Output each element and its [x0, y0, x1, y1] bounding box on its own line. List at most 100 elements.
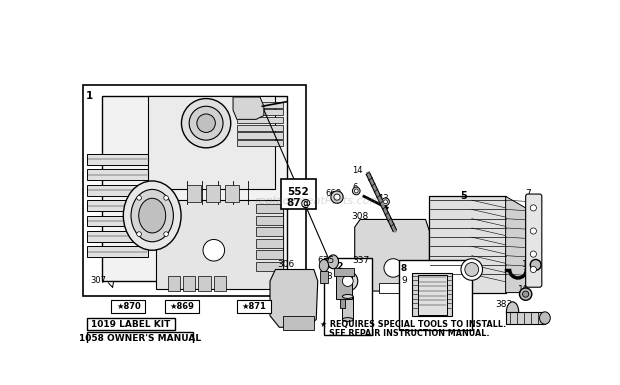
Circle shape — [523, 291, 529, 297]
Bar — [379, 283, 402, 293]
Bar — [225, 185, 239, 202]
Circle shape — [137, 196, 141, 200]
Text: 6: 6 — [352, 183, 358, 192]
Circle shape — [354, 189, 358, 193]
Text: 383: 383 — [495, 300, 512, 309]
Circle shape — [382, 198, 389, 206]
Text: 635: 635 — [317, 256, 335, 264]
Circle shape — [137, 232, 141, 236]
Ellipse shape — [342, 295, 353, 298]
Bar — [87, 332, 193, 344]
Bar — [87, 154, 148, 165]
Bar — [102, 96, 287, 281]
Text: 306: 306 — [278, 260, 295, 269]
FancyBboxPatch shape — [334, 268, 354, 276]
Ellipse shape — [539, 312, 551, 324]
Bar — [399, 260, 472, 330]
Text: 14: 14 — [352, 166, 363, 174]
Bar — [340, 299, 345, 308]
Bar — [281, 179, 316, 209]
Bar — [256, 227, 283, 236]
Text: 9: 9 — [401, 276, 407, 285]
Ellipse shape — [131, 189, 174, 242]
Text: 11: 11 — [522, 260, 533, 269]
Text: 1019 LABEL KIT: 1019 LABEL KIT — [91, 320, 170, 329]
Ellipse shape — [507, 302, 519, 322]
Circle shape — [338, 271, 358, 291]
Bar — [206, 185, 220, 202]
Bar — [167, 276, 180, 291]
Circle shape — [331, 191, 343, 203]
Circle shape — [384, 259, 402, 277]
Polygon shape — [506, 196, 526, 293]
Bar — [342, 296, 353, 320]
Text: 552: 552 — [288, 187, 309, 197]
Text: ★870: ★870 — [116, 302, 141, 311]
Circle shape — [530, 228, 536, 234]
Bar — [336, 272, 352, 299]
Text: 5: 5 — [460, 191, 467, 201]
Bar — [237, 125, 283, 131]
Ellipse shape — [123, 181, 181, 250]
Bar — [87, 318, 175, 330]
Circle shape — [352, 187, 360, 195]
Bar — [183, 276, 195, 291]
Bar — [83, 85, 306, 296]
Bar — [214, 276, 226, 291]
Circle shape — [530, 266, 536, 273]
Circle shape — [530, 205, 536, 211]
Circle shape — [465, 263, 479, 276]
Ellipse shape — [328, 255, 339, 269]
Bar — [237, 102, 283, 108]
Text: 337: 337 — [352, 256, 370, 264]
Bar — [198, 276, 211, 291]
Bar — [87, 216, 148, 226]
Circle shape — [461, 259, 482, 280]
Bar — [237, 117, 283, 123]
Polygon shape — [233, 97, 264, 119]
Circle shape — [164, 232, 169, 236]
Bar — [237, 140, 283, 146]
Text: 8: 8 — [401, 264, 407, 273]
Circle shape — [530, 259, 541, 270]
Circle shape — [182, 99, 231, 148]
Circle shape — [530, 251, 536, 257]
Bar — [430, 196, 507, 293]
Text: 87@: 87@ — [286, 198, 311, 208]
Bar — [418, 275, 447, 315]
Text: replacementParts.com: replacementParts.com — [255, 196, 381, 206]
Circle shape — [203, 239, 224, 261]
Ellipse shape — [319, 259, 329, 272]
Bar — [256, 239, 283, 248]
Text: 1058 OWNER'S MANUAL: 1058 OWNER'S MANUAL — [79, 333, 201, 343]
Bar — [256, 262, 283, 271]
Text: ★871: ★871 — [241, 302, 266, 311]
Bar — [87, 169, 148, 180]
Bar — [148, 96, 275, 189]
Bar — [87, 231, 148, 242]
Bar — [412, 273, 452, 316]
Bar — [156, 200, 283, 289]
Bar — [320, 271, 328, 283]
Text: ★869: ★869 — [170, 302, 195, 311]
Bar — [166, 300, 199, 313]
Ellipse shape — [342, 318, 353, 321]
Circle shape — [342, 276, 353, 286]
Bar — [237, 300, 271, 313]
FancyBboxPatch shape — [526, 194, 542, 287]
Text: 13: 13 — [378, 194, 389, 203]
Bar — [87, 200, 148, 211]
Circle shape — [164, 196, 169, 200]
Polygon shape — [270, 270, 317, 327]
Polygon shape — [355, 219, 430, 291]
Circle shape — [197, 114, 215, 132]
Bar — [256, 204, 283, 213]
Text: ★ 2: ★ 2 — [326, 262, 343, 271]
Text: SEE REPAIR INSTRUCTION MANUAL.: SEE REPAIR INSTRUCTION MANUAL. — [329, 329, 490, 338]
Bar — [283, 316, 314, 330]
Circle shape — [520, 288, 532, 300]
Bar — [256, 216, 283, 225]
Text: 1: 1 — [86, 91, 93, 101]
Text: 3: 3 — [326, 272, 332, 281]
Bar — [324, 258, 371, 335]
